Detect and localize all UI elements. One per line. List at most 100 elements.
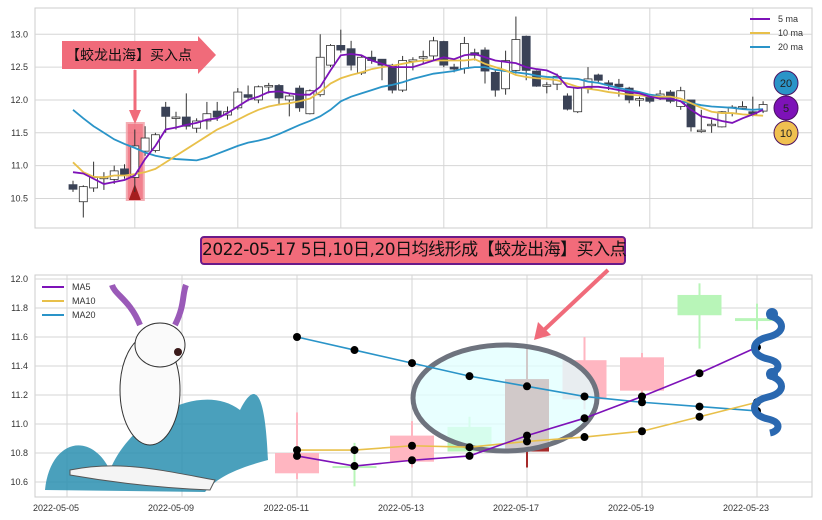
y-tick-label: 10.6	[10, 477, 28, 487]
ma10-point	[638, 427, 646, 436]
y-tick-label: 11.8	[11, 303, 28, 313]
candle-body	[202, 113, 212, 122]
legend-label: 10 ma	[778, 28, 803, 38]
signal-arrow-shaft	[541, 268, 610, 333]
candle-body	[315, 56, 325, 96]
candle	[511, 16, 521, 74]
legend-label: 5 ma	[778, 14, 798, 24]
candle-body	[563, 95, 572, 110]
candle-body	[243, 94, 253, 98]
legend-label: MA10	[72, 296, 96, 306]
x-tick-label: 2022-05-17	[493, 503, 539, 513]
dragon-icon	[751, 368, 785, 437]
candle	[707, 119, 716, 133]
candle-body	[511, 39, 521, 71]
legend-label: 20 ma	[778, 42, 803, 52]
candle-body	[78, 186, 88, 203]
candle	[696, 109, 706, 133]
buy-annotation-label: 【蛟龙出海】买入点	[66, 48, 192, 64]
candle-body	[336, 45, 346, 51]
candle-body	[212, 110, 222, 118]
candle-body	[635, 98, 644, 101]
ma5-point	[465, 451, 474, 460]
candle	[130, 129, 140, 192]
candle-body	[439, 41, 449, 66]
ma20-point	[523, 382, 531, 391]
ma20-point	[350, 346, 359, 355]
y-tick-label: 11.0	[11, 419, 28, 429]
candle-body	[677, 294, 722, 316]
candle	[480, 47, 490, 84]
ma10-point	[523, 437, 531, 446]
ma-badge	[773, 70, 799, 96]
ma-badge-label: 5	[783, 103, 789, 115]
candle	[326, 44, 335, 68]
y-tick-label: 12.5	[10, 62, 28, 72]
candle-body	[387, 64, 397, 91]
ma5-point	[580, 414, 589, 423]
ma20-point	[580, 392, 589, 401]
buy-annotation-arrow	[62, 36, 216, 74]
candle	[542, 82, 552, 94]
candle-body	[305, 90, 315, 115]
x-tick-label: 2022-05-05	[33, 503, 79, 513]
candle	[593, 73, 603, 84]
candle	[418, 50, 428, 64]
surfing-dog-illustration	[45, 283, 268, 492]
candle	[387, 63, 397, 94]
ma20-point	[638, 398, 646, 407]
candle	[78, 185, 88, 218]
y-tick-label: 11.5	[11, 128, 28, 138]
x-tick-label: 2022-05-23	[723, 503, 769, 513]
candle	[439, 40, 449, 68]
ma-badge	[773, 120, 799, 146]
candle-body	[171, 116, 181, 119]
ma5-point	[638, 392, 646, 401]
candle	[336, 29, 346, 53]
candle-body	[398, 60, 408, 91]
ma20-point	[408, 359, 416, 368]
candle-body	[449, 66, 459, 70]
ma20-point	[695, 402, 704, 411]
candle	[490, 70, 500, 97]
x-tick-label: 2022-05-13	[378, 503, 424, 513]
candle	[171, 111, 181, 130]
candle	[243, 85, 253, 102]
y-tick-label: 11.0	[11, 161, 28, 171]
ma5-point	[523, 431, 531, 440]
candle-body	[758, 104, 768, 112]
candle	[161, 101, 171, 133]
candle	[677, 283, 722, 349]
candle	[284, 93, 294, 117]
dragon-icon	[751, 308, 785, 377]
candle-body	[264, 85, 274, 88]
ma-badge	[773, 95, 799, 121]
candle-body	[181, 116, 191, 127]
candle-body	[593, 74, 603, 81]
candle	[563, 93, 572, 111]
candle-body	[284, 95, 294, 101]
candle-body	[120, 168, 129, 176]
candle	[181, 93, 191, 130]
candle-body	[696, 129, 706, 133]
ma20-point	[293, 333, 301, 341]
candle	[429, 36, 438, 61]
candle-body	[521, 35, 531, 71]
candle	[735, 303, 779, 330]
candle	[758, 101, 768, 114]
candle	[573, 86, 583, 114]
candle	[150, 132, 160, 153]
candle-body	[429, 40, 438, 57]
signal-arrow-icon	[534, 322, 551, 340]
y-tick-label: 13.0	[10, 29, 28, 39]
legend-label: MA20	[72, 310, 96, 320]
candle	[620, 352, 664, 395]
signal-banner: 2022-05-17 5日,10日,20日均线形成【蛟龙出海】买入点	[200, 236, 627, 265]
candle-body	[707, 123, 716, 127]
ma10-point	[695, 412, 704, 421]
candle-body	[614, 83, 624, 88]
ma5-point	[695, 369, 704, 378]
candle-body	[161, 106, 171, 117]
highlight-ellipse-fill	[413, 345, 597, 451]
x-tick-label: 2022-05-11	[264, 503, 309, 513]
